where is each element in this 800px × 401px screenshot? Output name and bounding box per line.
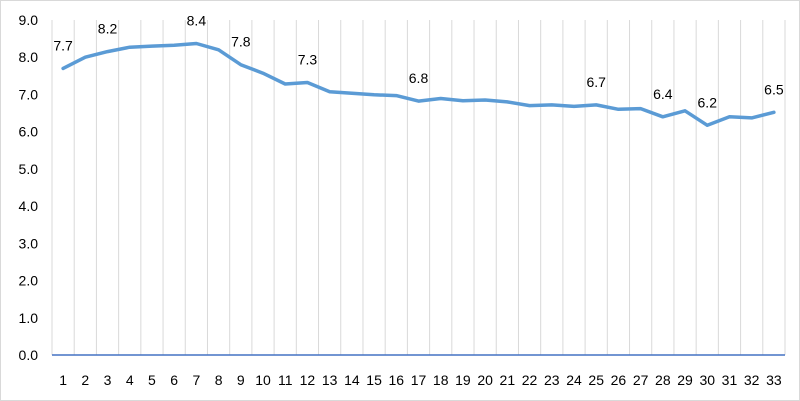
x-tick-label: 7 [192,372,200,388]
x-tick-label: 18 [433,372,449,388]
x-tick-label: 1 [59,372,67,388]
x-tick-label: 21 [500,372,516,388]
x-tick-label: 5 [148,372,156,388]
x-tick-label: 15 [366,372,382,388]
y-tick-label: 5.0 [19,161,39,177]
x-tick-label: 19 [455,372,471,388]
x-tick-label: 32 [744,372,760,388]
data-label: 6.2 [698,94,718,110]
series-line [61,41,776,128]
data-labels: 7.7 8.2 8.4 7.8 7.3 6.8 6.7 6.4 6.2 6.5 [53,12,783,110]
y-tick-label: 4.0 [19,198,39,214]
data-label: 6.5 [764,81,784,97]
data-label: 7.8 [231,34,251,50]
y-tick-label: 7.0 [19,86,39,102]
data-label: 6.8 [409,70,429,86]
x-tick-label: 27 [633,372,649,388]
x-tick-label: 11 [278,372,293,388]
x-tick-label: 9 [237,372,245,388]
data-label: 8.4 [187,12,207,28]
x-tick-label: 14 [344,372,360,388]
x-tick-label: 30 [699,372,715,388]
data-label: 6.7 [586,74,606,90]
y-tick-label: 9.0 [19,12,39,28]
data-label: 7.3 [298,52,318,68]
data-label: 6.4 [653,86,673,102]
y-tick-label: 1.0 [19,310,39,326]
data-label: 8.2 [98,21,118,37]
x-tick-label: 25 [588,372,604,388]
x-tick-label: 8 [215,372,223,388]
data-label: 7.7 [53,37,73,53]
vertical-gridlines [51,20,786,355]
x-tick-label: 28 [655,372,671,388]
x-tick-label: 31 [722,372,738,388]
y-tick-label: 8.0 [19,49,39,65]
x-tick-label: 24 [566,372,582,388]
x-tick-label: 23 [544,372,560,388]
y-tick-label: 0.0 [19,347,39,363]
x-tick-label: 10 [255,372,271,388]
y-tick-label: 3.0 [19,235,39,251]
x-tick-label: 26 [611,372,627,388]
x-tick-label: 22 [522,372,538,388]
x-tick-label: 29 [677,372,693,388]
x-tick-label: 6 [170,372,178,388]
x-tick-label: 3 [104,372,112,388]
y-axis-tick-labels: 0.0 1.0 2.0 3.0 4.0 5.0 6.0 7.0 8.0 9.0 [19,12,39,363]
x-tick-label: 12 [300,372,316,388]
x-tick-label: 33 [766,372,782,388]
y-tick-label: 6.0 [19,124,39,140]
x-tick-label: 4 [126,372,134,388]
y-tick-label: 2.0 [19,273,39,289]
x-axis-tick-labels: 1 2 3 4 5 6 7 8 9 10 11 12 13 14 15 16 17 18 19 20 21 22 23 24 2… [59,372,782,388]
x-tick-label: 20 [477,372,493,388]
x-tick-label: 17 [411,372,427,388]
x-tick-label: 2 [81,372,89,388]
x-tick-label: 16 [388,372,404,388]
x-tick-label: 13 [322,372,338,388]
